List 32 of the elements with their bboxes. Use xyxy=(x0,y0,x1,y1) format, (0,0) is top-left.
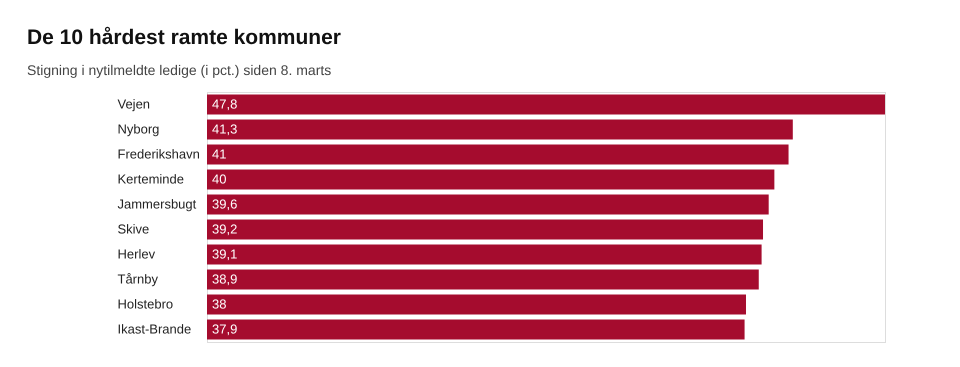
y-tick-label: Skive xyxy=(118,222,150,236)
bar xyxy=(207,320,745,340)
bar xyxy=(207,270,759,290)
bar xyxy=(207,220,764,240)
y-tick-label: Tårnby xyxy=(118,272,158,286)
y-tick-label: Kerteminde xyxy=(118,172,184,186)
data-label: 39,6 xyxy=(212,196,238,212)
y-tick-label: Nyborg xyxy=(118,122,160,136)
y-tick-label: Jammersbugt xyxy=(118,196,197,212)
data-label: 38,9 xyxy=(212,272,238,286)
y-tick-label: Herlev xyxy=(118,246,156,262)
data-label: 38 xyxy=(212,296,226,312)
data-label: 47,8 xyxy=(212,96,238,112)
data-label: 39,1 xyxy=(212,246,238,262)
y-tick-label: Vejen xyxy=(118,96,150,112)
bar xyxy=(207,120,793,140)
y-tick-label: Frederikshavn xyxy=(118,146,200,162)
y-tick-label: Holstebro xyxy=(118,296,174,312)
data-label: 41 xyxy=(212,146,226,162)
bar xyxy=(207,244,762,264)
bar xyxy=(207,194,769,214)
data-label: 41,3 xyxy=(212,122,238,136)
chart-subtitle: Stigning i nytilmeldte ledige (i pct.) siden 8. marts xyxy=(27,62,332,78)
bar xyxy=(207,94,885,114)
data-label: 39,2 xyxy=(212,222,238,236)
chart-title: De 10 hårdest ramte kommuner xyxy=(27,26,341,49)
bar xyxy=(207,294,746,314)
y-tick-label: Ikast-Brande xyxy=(118,322,192,336)
bar xyxy=(207,170,774,190)
data-label: 40 xyxy=(212,172,226,186)
bar xyxy=(207,144,789,164)
data-label: 37,9 xyxy=(212,322,238,336)
